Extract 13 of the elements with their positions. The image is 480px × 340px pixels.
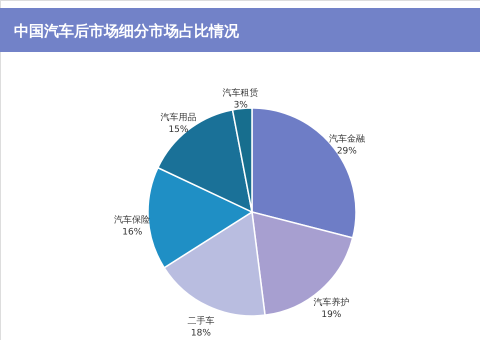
slice-label: 汽车租赁 [222,88,259,99]
slice-label: 汽车保险 [114,214,150,226]
data-label: 29% [336,146,358,156]
data-label: 19% [321,310,342,320]
data-label: 16% [122,228,143,238]
data-label: 3% [234,100,248,111]
slice-label: 二手车 [187,316,214,327]
slice-label: 汽车养护 [313,297,350,308]
data-label: 15% [168,125,189,136]
slice-label: 汽车金融 [328,133,365,144]
chart-title: 中国汽车后市场细分市场占比情况 [14,22,240,40]
data-label: 18% [190,328,212,339]
slice-label: 汽车用品 [160,112,196,124]
